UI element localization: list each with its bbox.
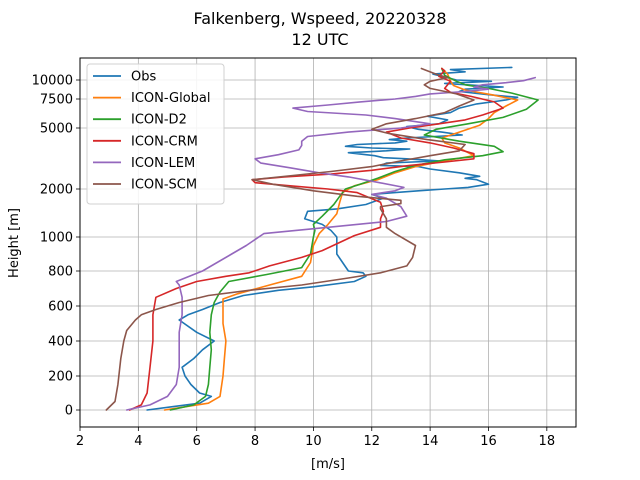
x-tick-label: 16 <box>480 434 497 449</box>
x-tick-label: 6 <box>193 434 201 449</box>
series-lines <box>105 66 539 411</box>
series-line-icon-scm <box>105 67 475 411</box>
series-line-obs <box>146 66 519 411</box>
legend-label-icon-crm: ICON-CRM <box>131 134 198 149</box>
series-line-icon-lem <box>125 76 537 411</box>
x-tick-label: 2 <box>76 434 84 449</box>
y-tick-label: 200 <box>48 370 73 385</box>
y-axis-label: Height [m] <box>7 208 22 278</box>
y-tick-label: 7500 <box>40 93 73 108</box>
axis-ticks: 2 4 6 8 10 12 14 16 18 0 200 400 600 800 1000 2000 5000 7… <box>32 74 555 450</box>
y-tick-label: 10000 <box>32 74 73 89</box>
legend-label-icon-d2: ICON-D2 <box>131 113 187 128</box>
x-tick-label: 12 <box>363 434 380 449</box>
chart-title-line2: 12 UTC <box>291 30 348 49</box>
y-tick-label: 800 <box>48 265 73 280</box>
series-line-icon-d2 <box>169 67 539 411</box>
y-tick-label: 600 <box>48 300 73 315</box>
legend-label-obs: Obs <box>131 70 156 85</box>
y-tick-label: 400 <box>48 335 73 350</box>
x-tick-label: 14 <box>422 434 439 449</box>
y-tick-label: 2000 <box>40 183 73 198</box>
plot-frame <box>79 57 577 428</box>
x-tick-label: 8 <box>251 434 259 449</box>
legend: Obs ICON-Global ICON-D2 ICON-CRM ICON-LEM ICO… <box>86 63 225 205</box>
grid <box>79 58 576 427</box>
x-axis-label: [m/s] <box>311 457 345 472</box>
x-tick-label: 10 <box>305 434 322 449</box>
y-tick-label: 0 <box>65 404 73 419</box>
y-tick-label: 1000 <box>40 231 73 246</box>
chart-title-line1: Falkenberg, Wspeed, 20220328 <box>193 9 446 28</box>
x-tick-label: 4 <box>134 434 142 449</box>
legend-box <box>86 63 225 205</box>
legend-label-icon-lem: ICON-LEM <box>131 156 195 171</box>
x-tick-label: 18 <box>539 434 556 449</box>
y-tick-label: 5000 <box>40 122 73 137</box>
legend-label-icon-scm: ICON-SCM <box>131 178 197 193</box>
legend-label-icon-global: ICON-Global <box>131 91 211 106</box>
